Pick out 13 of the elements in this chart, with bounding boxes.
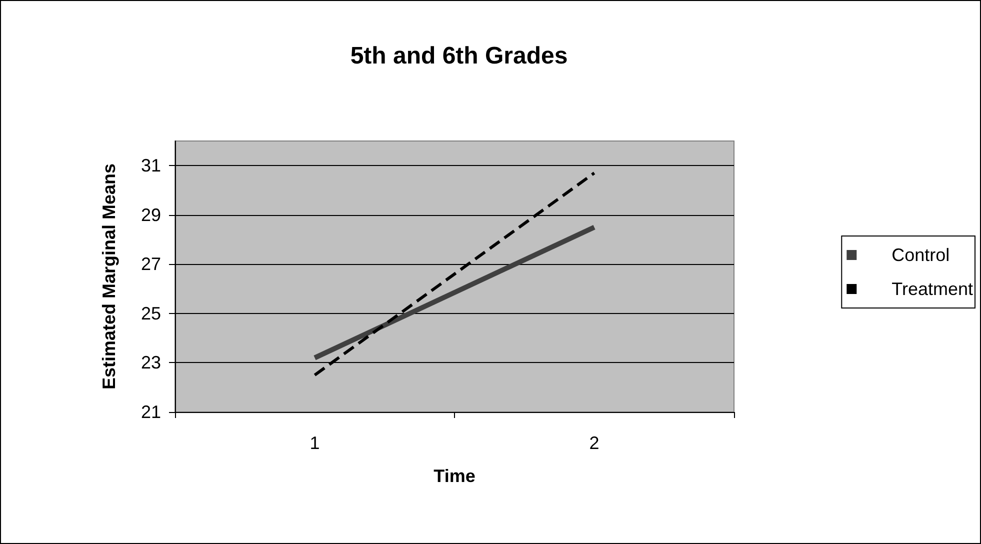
y-tick-label: 29	[140, 204, 161, 225]
x-tick-label: 1	[310, 433, 320, 453]
x-tick-label: 2	[589, 433, 600, 453]
y-tick-label: 27	[140, 254, 161, 274]
y-tick-label: 25	[140, 303, 161, 324]
y-axis-title: Estimated Marginal Means	[99, 163, 119, 390]
chart-title: 5th and 6th Grades	[350, 42, 568, 70]
y-tick-label: 21	[140, 402, 161, 422]
legend-label: Treatment	[892, 279, 974, 299]
legend-label: Control	[892, 245, 950, 265]
y-tick-label: 31	[140, 156, 161, 176]
x-axis-title: Time	[434, 466, 476, 486]
y-tick-label: 23	[140, 352, 161, 373]
